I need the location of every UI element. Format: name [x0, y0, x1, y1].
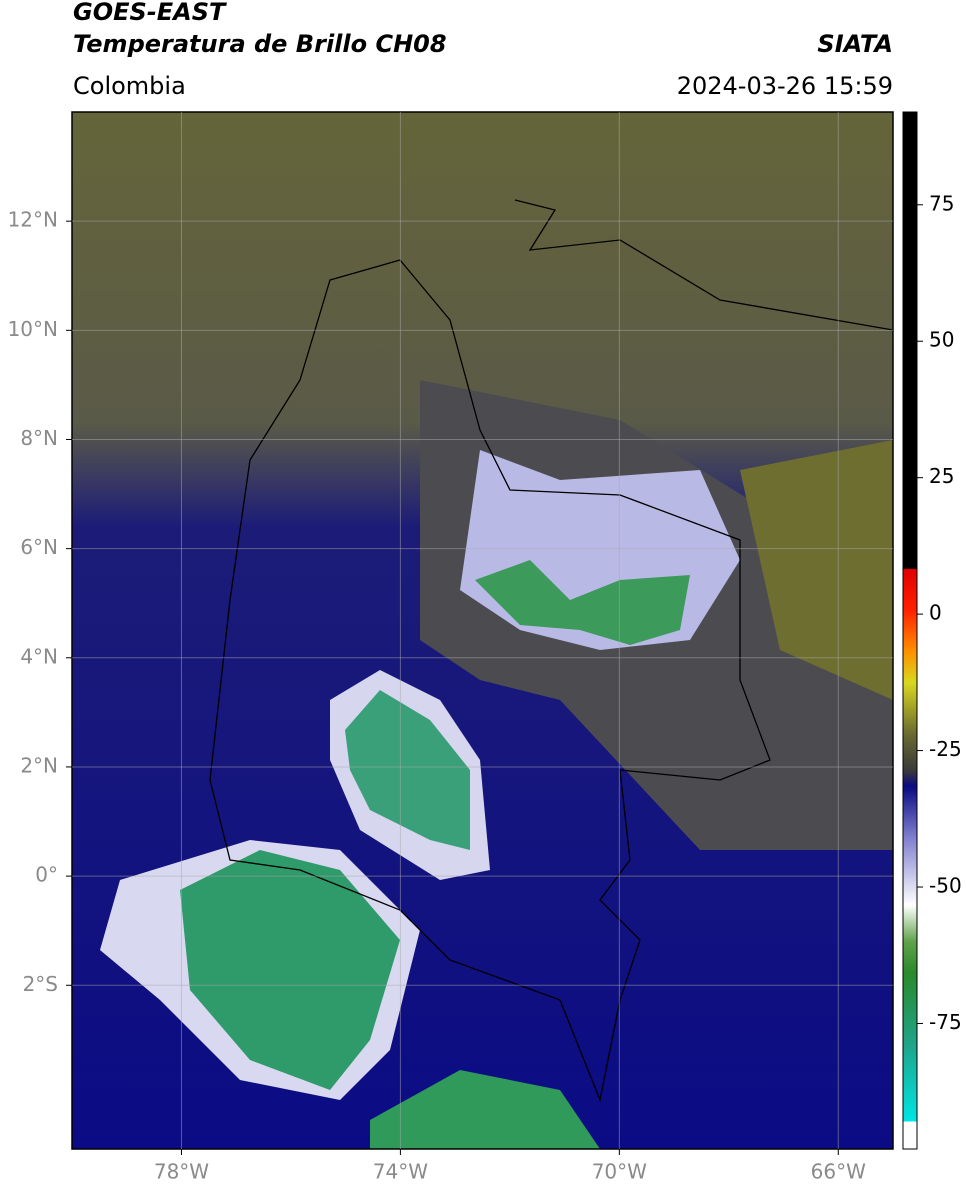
colorbar-tick-label: 0 — [929, 601, 942, 625]
map-frame — [71, 111, 894, 1150]
y-tick-label: 2°S — [23, 972, 58, 996]
colorbar-tick-label: 75 — [929, 191, 954, 215]
colorbar-tick-label: -75 — [929, 1010, 962, 1034]
colorbar — [902, 111, 918, 1150]
cloud-green — [180, 850, 400, 1090]
region: Colombia — [73, 72, 186, 100]
y-tick-label: 0° — [35, 863, 58, 887]
x-tick-label: 74°W — [373, 1160, 428, 1184]
colorbar-tick-label: 25 — [929, 464, 954, 488]
y-tick-label: 12°N — [8, 208, 58, 232]
y-tick-label: 2°N — [20, 753, 58, 777]
coastline — [514, 199, 893, 331]
y-tick-label: 4°N — [20, 644, 58, 668]
colorbar-tick-label: -25 — [929, 737, 962, 761]
datetime: 2024-03-26 15:59 — [677, 72, 893, 100]
subtitle: Temperatura de Brillo CH08 — [73, 30, 447, 58]
cloud-green — [370, 1070, 600, 1149]
olive-region — [740, 440, 893, 700]
x-tick-label: 78°W — [154, 1160, 209, 1184]
map-image — [72, 112, 893, 1149]
y-tick-label: 10°N — [8, 317, 58, 341]
source: SIATA — [817, 30, 893, 58]
y-tick-label: 8°N — [20, 426, 58, 450]
y-tick-label: 6°N — [20, 535, 58, 559]
colorbar-tick-label: -50 — [929, 874, 962, 898]
border — [209, 259, 771, 1103]
x-tick-label: 66°W — [811, 1160, 866, 1184]
title: GOES-EAST — [73, 0, 227, 26]
x-tick-label: 70°W — [592, 1160, 647, 1184]
cloud-green — [345, 690, 470, 850]
colorbar-tick-label: 50 — [929, 328, 954, 352]
cloud-green — [475, 560, 690, 645]
